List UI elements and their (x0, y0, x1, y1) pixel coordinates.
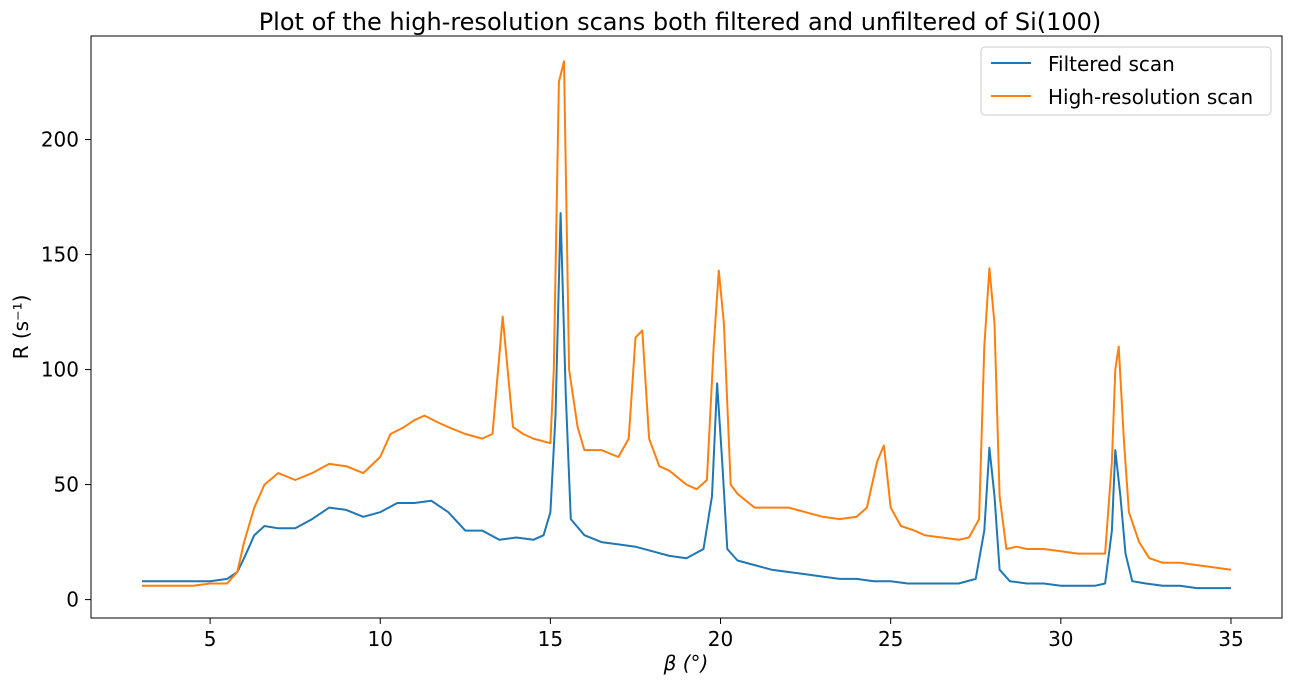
x-axis-label: β (°) (663, 651, 709, 675)
legend: Filtered scan High-resolution scan (980, 46, 1272, 116)
y-tick-label: 150 (41, 243, 79, 267)
legend-box (980, 46, 1272, 116)
chart-title: Plot of the high-resolution scans both f… (259, 8, 1102, 36)
x-axis: 5 10 15 20 25 30 35 (204, 618, 1244, 651)
legend-label-high-resolution: High-resolution scan (1048, 85, 1253, 109)
y-axis-label: R (s⁻¹) (9, 295, 33, 360)
x-tick-label: 15 (538, 627, 563, 651)
y-tick-label: 200 (41, 128, 79, 152)
series-line-filtered-scan (142, 212, 1231, 590)
series-line-high-resolution-scan (142, 60, 1232, 587)
plot-area (90, 35, 1283, 619)
x-tick-label: 30 (1048, 627, 1073, 651)
y-tick-label: 0 (66, 588, 79, 612)
x-tick-label: 10 (368, 627, 393, 651)
x-tick-label: 25 (878, 627, 903, 651)
x-tick-label: 5 (204, 627, 217, 651)
legend-label-filtered: Filtered scan (1048, 52, 1175, 76)
series-layer (142, 60, 1232, 590)
y-axis: 0 50 100 150 200 (41, 128, 91, 612)
y-tick-label: 100 (41, 358, 79, 382)
y-tick-label: 50 (54, 473, 79, 497)
x-tick-label: 35 (1218, 627, 1243, 651)
x-tick-label: 20 (708, 627, 733, 651)
